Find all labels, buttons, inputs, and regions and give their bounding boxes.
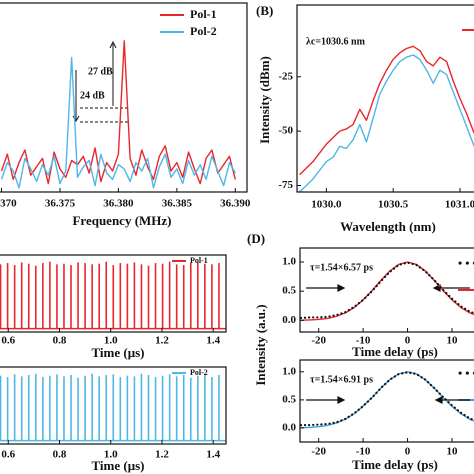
x-axis-label: Wavelength (nm) <box>340 219 436 234</box>
x-axis-label: Time delay (ps) <box>352 344 438 359</box>
series-line <box>300 261 474 320</box>
x-tick-label: 1.2 <box>155 449 169 461</box>
x-tick-label: 1.4 <box>206 335 220 347</box>
y-tick-label: -50 <box>278 125 293 137</box>
x-tick-label: 0.8 <box>53 335 67 347</box>
legend-label: Pol-2 <box>190 24 217 38</box>
y-tick-label: -75 <box>278 179 293 191</box>
x-tick-label: 1031.0 <box>445 199 474 211</box>
annotation: 24 dB <box>80 90 105 101</box>
y-tick-label: 0.5 <box>282 393 296 405</box>
x-tick-label: 0 <box>405 335 411 347</box>
plot-area <box>300 371 474 429</box>
x-tick-label: 36.370 <box>0 198 17 210</box>
series-line <box>299 45 474 176</box>
y-tick-label: 1.0 <box>282 256 296 268</box>
width-arrows <box>306 284 470 404</box>
series-line <box>299 54 474 192</box>
annotation: 27 dB <box>88 66 113 77</box>
x-tick-label: 1.4 <box>206 449 220 461</box>
panel: 0.6 0.8 1.0 1.2 1.4 Time (μs) Pol-2 <box>0 366 227 473</box>
panel: 36.370 36.375 36.380 36.385 36.390 Frequency … <box>0 2 251 228</box>
axes-frame <box>299 247 474 333</box>
panel: -20 -10 0 10 0.0 0.5 1.0 Time delay (ps) Intensi… <box>247 231 474 386</box>
x-tick-label: -10 <box>356 446 371 458</box>
y-axis-label: Intensity (a.u.) <box>253 304 268 385</box>
panel-label: (D) <box>247 231 265 246</box>
x-tick-label: 36.390 <box>220 198 251 210</box>
x-tick-label: 1.0 <box>104 449 118 461</box>
legend-dots: • • • <box>458 256 474 270</box>
plot-area <box>299 45 474 192</box>
legend-dots: • • • <box>458 366 474 380</box>
axes-frame <box>0 366 227 445</box>
y-tick-label: 0.0 <box>282 421 296 433</box>
y-axis-label: Intensity (dBm) <box>257 56 272 144</box>
x-tick-label: 36.375 <box>45 198 76 210</box>
x-tick-label: 1030.5 <box>378 199 409 211</box>
y-tick-label: 0.5 <box>282 285 296 297</box>
plot-area <box>0 40 236 189</box>
x-tick-label: -10 <box>356 335 371 347</box>
panel: 0.6 0.8 1.0 1.2 1.4 Time (μs) Pol-1 <box>0 254 227 360</box>
axes-frame <box>296 4 474 193</box>
series-line <box>0 56 236 189</box>
x-axis-label: Time (μs) <box>92 345 145 360</box>
y-tick-label: 0.0 <box>282 314 296 326</box>
x-tick-label: 0.6 <box>1 449 15 461</box>
plot-area <box>0 373 226 442</box>
annotation: λc=1030.6 nm <box>306 36 366 47</box>
annotation: τ=1.54×6.57 ps <box>310 262 373 273</box>
x-axis-label: Time delay (ps) <box>352 457 438 472</box>
legend-label: Pol-1 <box>190 256 208 265</box>
series-line <box>300 371 474 427</box>
panel-label: (B) <box>256 3 273 18</box>
x-tick-label: 0.8 <box>53 449 67 461</box>
x-tick-label: 1.0 <box>104 335 118 347</box>
x-tick-label: 0.6 <box>1 335 15 347</box>
panel: -20 -10 0 10 0.0 0.5 1.0 Time delay (ps) τ=1.54×… <box>282 359 474 472</box>
x-axis-label: Frequency (MHz) <box>72 213 171 228</box>
axes-frame <box>0 254 227 333</box>
x-axis-label: Time (μs) <box>92 458 145 473</box>
x-tick-label: 36.380 <box>103 198 134 210</box>
annotation: τ=1.54×6.91 ps <box>310 374 373 385</box>
x-tick-label: -20 <box>311 335 326 347</box>
x-tick-label: 36.385 <box>162 198 193 210</box>
legend-label: Pol-1 <box>190 7 217 21</box>
x-tick-label: 1.2 <box>155 335 169 347</box>
x-tick-label: -20 <box>311 446 326 458</box>
x-tick-label: 0 <box>405 446 411 458</box>
x-tick-label: 10 <box>447 335 459 347</box>
series-line <box>0 40 236 185</box>
plot-area <box>0 261 226 330</box>
y-tick-label: 1.0 <box>282 365 296 377</box>
panel: 1030.0 1030.5 1031.0 -25 -50 -75 Wavelength (n… <box>256 3 474 234</box>
plot-area <box>300 261 474 321</box>
axes-frame <box>299 359 474 443</box>
x-tick-label: 10 <box>447 446 459 458</box>
axes-frame <box>0 2 248 193</box>
y-tick-label: -25 <box>278 70 293 82</box>
x-tick-label: 1030.0 <box>311 199 342 211</box>
legend-label: Pol-2 <box>190 368 208 377</box>
cropped-legend: • • • • • • <box>458 29 474 401</box>
series-line <box>300 371 474 429</box>
